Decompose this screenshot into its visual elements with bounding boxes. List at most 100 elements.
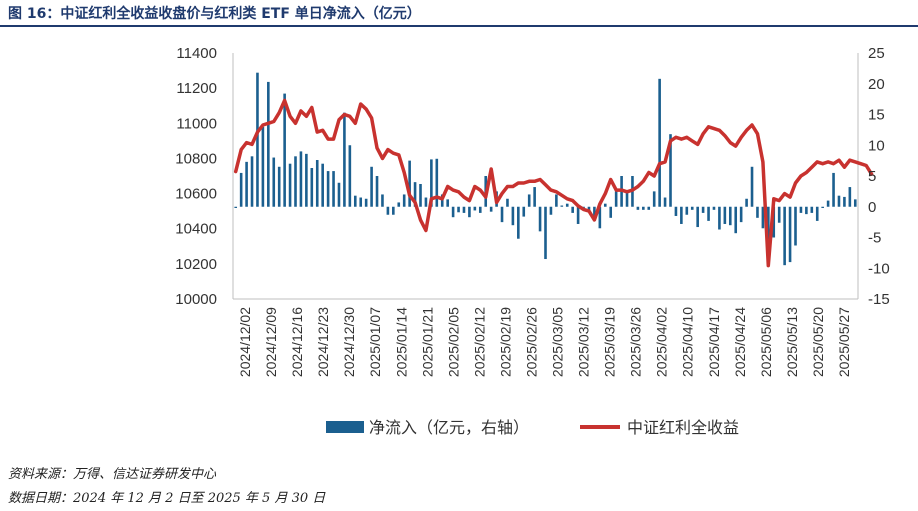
bar <box>326 171 330 207</box>
bar <box>527 194 531 207</box>
bar <box>837 195 841 207</box>
bar <box>674 206 678 216</box>
bar-series <box>234 72 857 266</box>
bar <box>397 202 401 207</box>
left-tick-label: 11200 <box>176 80 217 97</box>
bar <box>598 206 602 229</box>
bar <box>451 206 455 218</box>
bar <box>299 151 303 207</box>
bar <box>799 206 803 213</box>
bar <box>500 206 504 223</box>
bar <box>712 206 716 210</box>
bar <box>239 172 243 207</box>
source-note: 资料来源：万得、信达证券研发中心 <box>8 467 217 482</box>
bar <box>669 134 672 207</box>
bar <box>658 78 661 207</box>
x-tick-label: 2025/01/21 <box>419 307 435 377</box>
legend-label-bar: 净流入（亿元，右轴） <box>369 418 529 437</box>
bar <box>560 205 564 207</box>
left-tick-label: 10400 <box>175 221 217 238</box>
left-tick-label: 11400 <box>176 45 217 62</box>
title-underline <box>0 25 918 27</box>
x-tick-label: 2025/03/26 <box>628 307 644 377</box>
left-tick-label: 10200 <box>175 256 217 273</box>
bar <box>489 206 493 212</box>
bar <box>723 206 727 224</box>
right-axis-ticks: -15 -10 -5 0 5 10 15 20 25 <box>868 45 890 308</box>
bar <box>821 206 824 208</box>
right-tick-label: -5 <box>868 230 881 247</box>
bar <box>245 161 248 207</box>
bar <box>234 206 238 208</box>
bar <box>381 194 384 207</box>
bar <box>511 206 515 226</box>
chart-title: 图 16：中证红利全收益收盘价与红利类 ETF 单日净流入（亿元） <box>8 6 421 22</box>
bar <box>728 206 732 226</box>
bar <box>777 206 781 223</box>
bar <box>756 206 759 218</box>
x-tick-label: 2025/03/05 <box>550 307 566 377</box>
bar <box>680 206 683 224</box>
line-path <box>233 98 874 268</box>
bar <box>468 206 471 218</box>
bar <box>734 206 738 234</box>
bar <box>337 182 341 207</box>
bar <box>250 156 254 207</box>
legend-swatch-bar <box>326 421 364 433</box>
right-tick-label: 25 <box>868 45 885 62</box>
bar <box>832 172 835 207</box>
bar <box>315 160 319 207</box>
bar <box>261 126 265 207</box>
bar <box>745 198 748 207</box>
bar <box>794 206 797 246</box>
bar <box>348 145 352 207</box>
bar <box>332 171 335 207</box>
x-axis-ticks: 2024/12/02 2024/12/09 2024/12/16 2024/12/23… <box>237 307 852 377</box>
x-tick-label: 2025/05/20 <box>810 307 826 377</box>
bar <box>517 206 520 239</box>
bar <box>685 206 689 215</box>
bar <box>283 93 286 207</box>
bar <box>593 206 596 220</box>
x-tick-label: 2025/02/12 <box>471 307 487 377</box>
bar <box>788 206 792 263</box>
bar <box>707 206 710 221</box>
bar <box>321 163 324 207</box>
x-tick-label: 2025/01/14 <box>393 307 409 377</box>
legend-label-line: 中证红利全收益 <box>627 418 739 437</box>
bar <box>696 206 699 228</box>
bar <box>826 200 830 207</box>
bar <box>375 176 379 207</box>
bar <box>625 192 629 207</box>
bar <box>370 166 373 207</box>
right-tick-label: 0 <box>868 199 876 216</box>
x-tick-label: 2024/12/16 <box>289 307 305 377</box>
left-tick-label: 10800 <box>175 150 217 167</box>
bar <box>544 206 547 260</box>
bar <box>701 206 705 213</box>
bar <box>294 156 297 207</box>
bar <box>576 206 580 224</box>
bar <box>392 206 395 215</box>
bar <box>413 182 417 207</box>
x-tick-label: 2025/04/10 <box>680 307 696 377</box>
bar <box>256 72 259 207</box>
left-tick-label: 10000 <box>175 291 217 308</box>
bar <box>652 191 656 207</box>
bar <box>642 206 645 210</box>
bar <box>473 206 477 211</box>
bar <box>522 206 526 217</box>
right-tick-label: 20 <box>868 76 885 93</box>
chart-frame <box>232 53 859 300</box>
bar <box>810 206 814 213</box>
date-note: 数据日期：2024 年 12 月 2 日至 2025 年 5 月 30 日 <box>8 491 326 506</box>
bar <box>364 198 368 207</box>
left-axis-ticks: 10000 10200 10400 10600 10800 11000 11200 11400 <box>175 45 217 308</box>
bar <box>506 198 509 207</box>
bar <box>424 197 428 207</box>
bar <box>408 160 411 207</box>
right-tick-label: -10 <box>868 260 890 277</box>
bar <box>386 206 390 215</box>
legend: 净流入（亿元，右轴） 中证红利全收益 <box>326 418 739 437</box>
bar <box>603 203 607 207</box>
